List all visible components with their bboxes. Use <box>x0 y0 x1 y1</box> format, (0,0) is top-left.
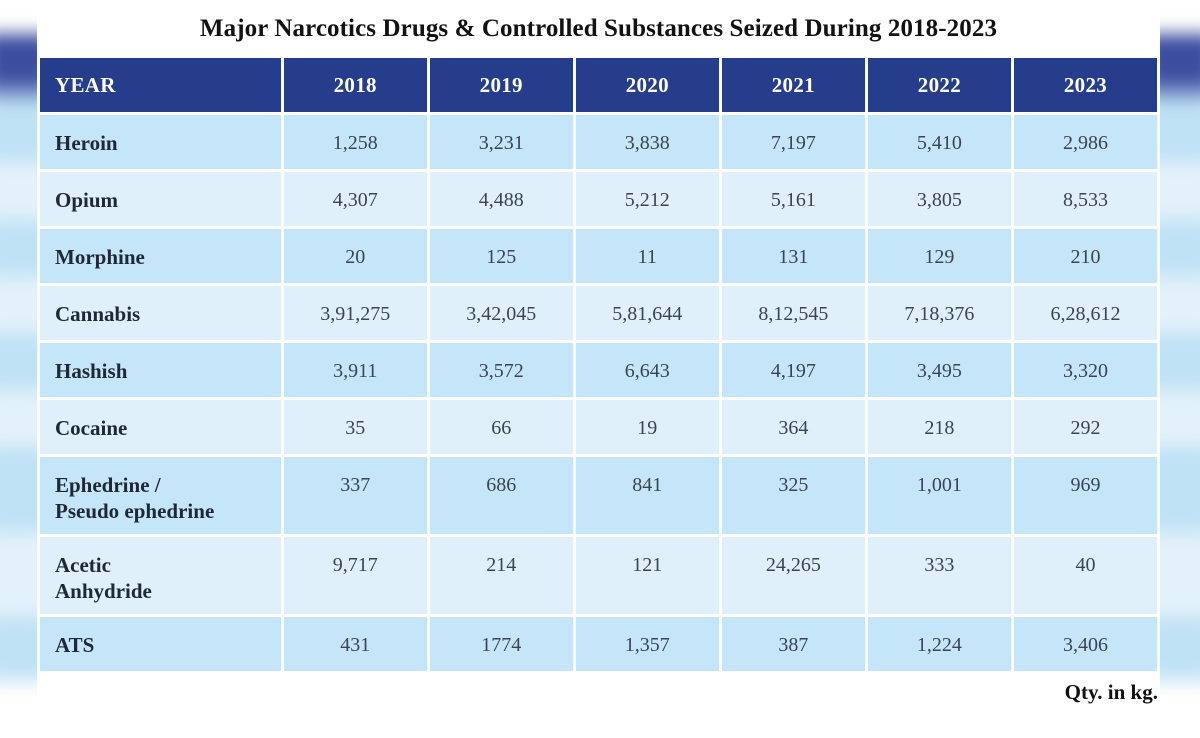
right-blur-art <box>1160 0 1200 738</box>
value-cell: 218 <box>867 400 1011 454</box>
value-cell: 129 <box>867 229 1011 283</box>
value-cell: 364 <box>721 400 865 454</box>
value-cell: 8,12,545 <box>721 286 865 340</box>
table-row-ats: ATS 431 1774 1,357 387 1,224 3,406 <box>40 617 1157 671</box>
row-label: Cannabis <box>40 286 281 340</box>
value-cell: 3,838 <box>575 115 719 169</box>
table-row-opium: Opium 4,307 4,488 5,212 5,161 3,805 8,533 <box>40 172 1157 226</box>
value-cell: 5,410 <box>867 115 1011 169</box>
value-cell: 1,357 <box>575 617 719 671</box>
value-cell: 3,91,275 <box>283 286 427 340</box>
value-cell: 3,320 <box>1013 343 1157 397</box>
table-row-cocaine: Cocaine 35 66 19 364 218 292 <box>40 400 1157 454</box>
right-blur-edge <box>1160 0 1200 738</box>
value-cell: 1,224 <box>867 617 1011 671</box>
value-cell: 214 <box>429 537 573 614</box>
value-cell: 5,212 <box>575 172 719 226</box>
value-cell: 969 <box>1013 457 1157 534</box>
value-cell: 6,28,612 <box>1013 286 1157 340</box>
left-blur-edge <box>0 0 37 738</box>
row-label: Acetic Anhydride <box>40 537 281 614</box>
row-label: Ephedrine / Pseudo ephedrine <box>40 457 281 534</box>
value-cell: 292 <box>1013 400 1157 454</box>
value-cell: 131 <box>721 229 865 283</box>
value-cell: 3,231 <box>429 115 573 169</box>
value-cell: 210 <box>1013 229 1157 283</box>
table-row-hashish: Hashish 3,911 3,572 6,643 4,197 3,495 3,320 <box>40 343 1157 397</box>
value-cell: 337 <box>283 457 427 534</box>
value-cell: 325 <box>721 457 865 534</box>
value-cell: 8,533 <box>1013 172 1157 226</box>
value-cell: 3,805 <box>867 172 1011 226</box>
value-cell: 6,643 <box>575 343 719 397</box>
column-header-2023: 2023 <box>1013 58 1157 112</box>
value-cell: 20 <box>283 229 427 283</box>
value-cell: 4,307 <box>283 172 427 226</box>
value-cell: 1,258 <box>283 115 427 169</box>
value-cell: 121 <box>575 537 719 614</box>
value-cell: 5,161 <box>721 172 865 226</box>
row-label: Opium <box>40 172 281 226</box>
row-label: ATS <box>40 617 281 671</box>
column-header-2019: 2019 <box>429 58 573 112</box>
value-cell: 3,911 <box>283 343 427 397</box>
table-title: Major Narcotics Drugs & Controlled Subst… <box>199 15 998 42</box>
value-cell: 24,265 <box>721 537 865 614</box>
seizure-table: YEAR 2018 2019 2020 2021 2022 2023 Heroi… <box>37 55 1160 674</box>
value-cell: 9,717 <box>283 537 427 614</box>
table-row-heroin: Heroin 1,258 3,231 3,838 7,197 5,410 2,986 <box>40 115 1157 169</box>
value-cell: 3,42,045 <box>429 286 573 340</box>
value-cell: 3,572 <box>429 343 573 397</box>
column-header-year: YEAR <box>40 58 281 112</box>
value-cell: 4,197 <box>721 343 865 397</box>
column-header-2020: 2020 <box>575 58 719 112</box>
value-cell: 35 <box>283 400 427 454</box>
value-cell: 19 <box>575 400 719 454</box>
value-cell: 841 <box>575 457 719 534</box>
table-row-morphine: Morphine 20 125 11 131 129 210 <box>40 229 1157 283</box>
value-cell: 3,495 <box>867 343 1011 397</box>
value-cell: 11 <box>575 229 719 283</box>
value-cell: 431 <box>283 617 427 671</box>
value-cell: 1774 <box>429 617 573 671</box>
value-cell: 40 <box>1013 537 1157 614</box>
header-row: YEAR 2018 2019 2020 2021 2022 2023 <box>40 58 1157 112</box>
value-cell: 7,18,376 <box>867 286 1011 340</box>
row-label: Heroin <box>40 115 281 169</box>
column-header-2022: 2022 <box>867 58 1011 112</box>
row-label: Hashish <box>40 343 281 397</box>
value-cell: 66 <box>429 400 573 454</box>
row-label: Cocaine <box>40 400 281 454</box>
value-cell: 3,406 <box>1013 617 1157 671</box>
column-header-2018: 2018 <box>283 58 427 112</box>
value-cell: 7,197 <box>721 115 865 169</box>
value-cell: 1,001 <box>867 457 1011 534</box>
value-cell: 387 <box>721 617 865 671</box>
value-cell: 686 <box>429 457 573 534</box>
value-cell: 5,81,644 <box>575 286 719 340</box>
unit-note: Qty. in kg. <box>1064 680 1158 704</box>
row-label: Morphine <box>40 229 281 283</box>
left-blur-art <box>0 0 37 738</box>
table-row-acetic-anhydride: Acetic Anhydride 9,717 214 121 24,265 333 40 <box>40 537 1157 614</box>
seizure-table-card: Major Narcotics Drugs & Controlled Subst… <box>37 0 1160 705</box>
value-cell: 4,488 <box>429 172 573 226</box>
value-cell: 333 <box>867 537 1011 614</box>
table-row-ephedrine-pseudo-ephedrine: Ephedrine / Pseudo ephedrine 337 686 841 325… <box>40 457 1157 534</box>
column-header-2021: 2021 <box>721 58 865 112</box>
value-cell: 125 <box>429 229 573 283</box>
table-row-cannabis: Cannabis 3,91,275 3,42,045 5,81,644 8,12,545… <box>40 286 1157 340</box>
value-cell: 2,986 <box>1013 115 1157 169</box>
